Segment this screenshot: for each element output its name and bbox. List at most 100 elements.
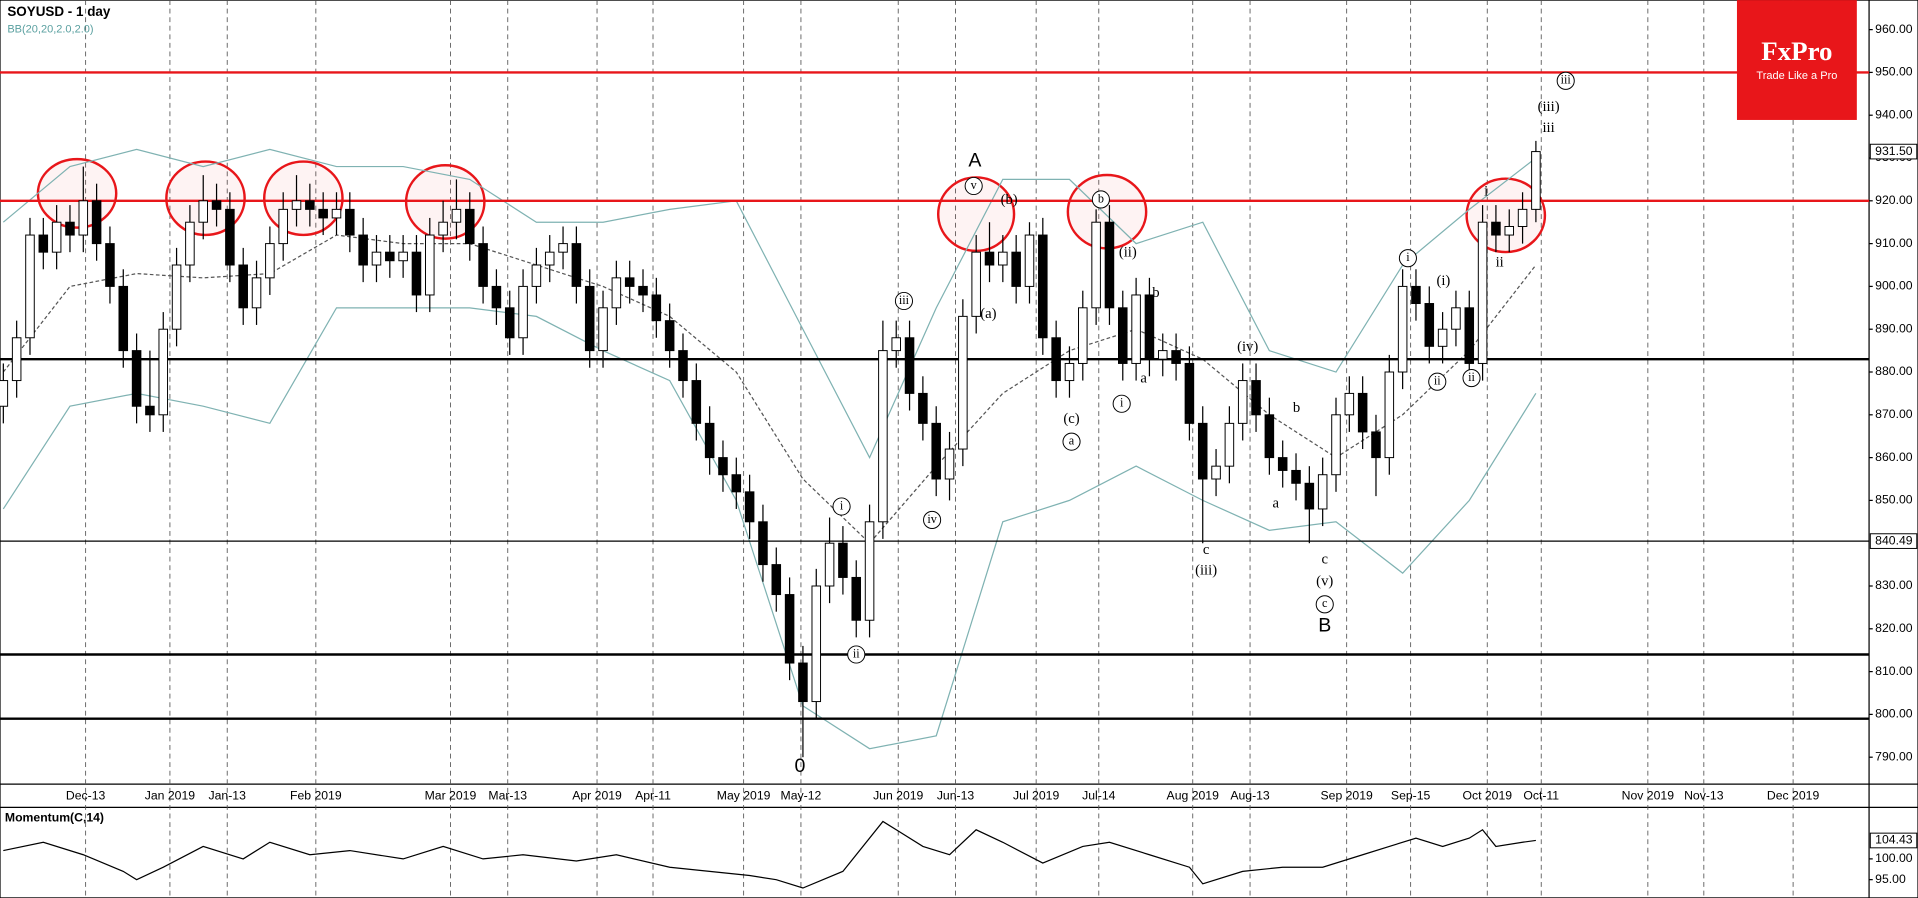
candle-body (1371, 431, 1381, 459)
price-tag-box (1869, 533, 1918, 549)
candle-body (704, 422, 715, 459)
candle-body (718, 457, 728, 476)
candle-body (758, 521, 768, 566)
candle-body (1291, 469, 1301, 484)
wave-circle (1091, 190, 1110, 209)
candle-body (0, 380, 9, 407)
candle-body (1357, 392, 1368, 433)
candle-body (624, 277, 635, 287)
x-tick-label: May-12 (781, 789, 822, 803)
wave-label: (iii) (1195, 563, 1217, 579)
x-tick-label: Sep 2019 (1321, 789, 1374, 803)
y-tick-label: 810.00 (1875, 664, 1913, 678)
y-tick-label: 900.00 (1875, 279, 1913, 293)
candle-body (278, 208, 288, 245)
candle-body (358, 234, 368, 266)
wave-circle (1112, 394, 1131, 413)
candle-body (878, 350, 888, 523)
candle-body (265, 243, 275, 279)
logo-tagline: Trade Like a Pro (1756, 70, 1837, 82)
wave-label: ii (853, 646, 860, 660)
y-tick-label: 100.00 (1875, 851, 1913, 865)
candle-body (1331, 414, 1341, 476)
candle-body (1064, 362, 1075, 382)
wave-label: (a) (980, 306, 996, 322)
wave-label: i (1120, 396, 1124, 410)
candle-body (1477, 221, 1488, 364)
wave-label: iii (1542, 120, 1554, 136)
candle-body (544, 251, 555, 266)
wave-label: (b) (1001, 192, 1018, 208)
x-tick-label: Apr 2019 (572, 789, 622, 803)
x-tick-label: Mar-13 (488, 789, 527, 803)
y-tick-label: 910.00 (1875, 236, 1913, 250)
candle-body (504, 307, 515, 339)
candle-body (225, 208, 235, 266)
wave-label: a (1140, 371, 1147, 387)
indicator-label: BB(20,20,2.0,2.0) (7, 23, 93, 35)
candle-body (1011, 251, 1021, 287)
candle-body (211, 200, 222, 210)
logo-box (1736, 0, 1857, 120)
wave-label: i (1484, 183, 1488, 199)
x-tick-label: Oct 2019 (1462, 789, 1512, 803)
wave-label: a (1273, 495, 1280, 511)
candle-body (198, 200, 209, 223)
wave-label: B (1318, 615, 1331, 637)
candle-body (984, 251, 995, 266)
candle-body (91, 200, 102, 245)
wave-label: (ii) (1119, 245, 1137, 261)
candle-body (1424, 303, 1435, 347)
candle-body (1197, 422, 1208, 480)
candle-body (331, 208, 342, 219)
x-tick-label: Jul 2019 (1013, 789, 1059, 803)
candle-body (438, 221, 448, 236)
wave-circle (1462, 369, 1481, 388)
candle-body (931, 422, 941, 480)
candle-body (731, 474, 742, 493)
candle-body (1437, 328, 1448, 347)
wave-label: ii (1496, 254, 1504, 270)
candle-body (105, 243, 115, 287)
candle-body (1211, 465, 1221, 480)
candle-body (904, 337, 915, 394)
candle-body (944, 448, 955, 480)
momentum-line (3, 820, 1536, 889)
candle-body (678, 350, 688, 382)
candle-body (385, 251, 395, 262)
x-tick-label: Jun 2019 (873, 789, 923, 803)
candle-body (478, 243, 488, 287)
candle-body (638, 285, 648, 296)
candle-body (171, 264, 182, 330)
wave-label: c (1203, 542, 1210, 558)
y-tick-label: 820.00 (1875, 621, 1913, 635)
wave-label: b (1293, 400, 1300, 416)
candle-body (1277, 457, 1288, 471)
candle-body (998, 251, 1008, 266)
candle-body (1384, 371, 1395, 459)
candle-body (11, 337, 22, 382)
candle-body (891, 337, 901, 352)
candle-body (598, 307, 608, 352)
x-tick-label: Aug 2019 (1167, 789, 1220, 803)
y-tick-label: 870.00 (1875, 407, 1913, 421)
wave-label: A (968, 150, 982, 172)
candle-body (584, 285, 595, 352)
wave-label: b (1098, 191, 1104, 205)
candle-body (1157, 350, 1168, 360)
candle-body (1091, 221, 1101, 309)
plot: Dec-13 Jan 2019 Jan-13 Feb 2019 Mar 2019 Mar-… (0, 22, 1918, 889)
candle-body (1504, 225, 1515, 236)
price-tag: 104.43 (1875, 833, 1913, 847)
price-tag-box (1869, 832, 1918, 849)
candle-body (824, 542, 835, 587)
candle-body (65, 221, 75, 236)
bollinger-lower (2, 307, 1537, 750)
candle-body (51, 221, 62, 253)
candle-body (798, 662, 808, 703)
candle-body (425, 234, 435, 296)
candle-body (1224, 422, 1235, 467)
candle-body (1038, 234, 1048, 339)
x-tick-label: Feb 2019 (290, 789, 342, 803)
candle-body (1078, 307, 1088, 364)
